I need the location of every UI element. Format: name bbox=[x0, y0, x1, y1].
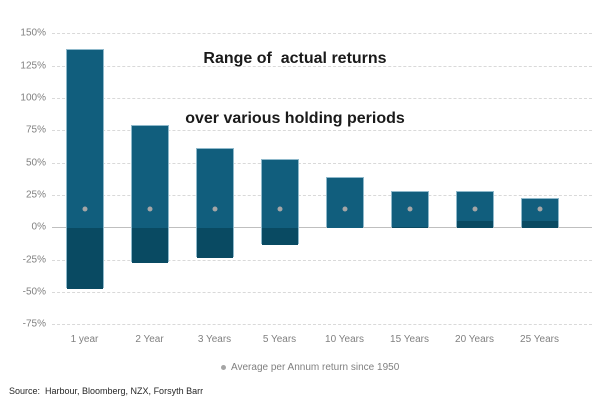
range-bar bbox=[130, 125, 169, 264]
min-return-segment bbox=[196, 228, 233, 259]
gridline bbox=[52, 162, 592, 164]
max-return-segment bbox=[456, 192, 493, 221]
x-axis-category-label: 1 year bbox=[70, 334, 99, 345]
x-axis-category-label: 25 Years bbox=[520, 334, 559, 345]
zero-axis-line bbox=[52, 227, 592, 229]
y-axis-tick-label: -75% bbox=[22, 318, 46, 330]
y-axis-tick-label: 0% bbox=[31, 221, 46, 233]
average-return-dot bbox=[472, 206, 477, 212]
x-axis-category-label: 2 Year bbox=[135, 334, 164, 345]
min-return-segment bbox=[456, 220, 493, 229]
average-return-dot bbox=[147, 206, 152, 212]
average-return-dot bbox=[212, 206, 217, 212]
min-return-segment bbox=[391, 226, 428, 229]
chart-title-line2: over various holding periods bbox=[185, 110, 405, 127]
y-axis-tick-label: 150% bbox=[20, 27, 46, 39]
average-return-dot bbox=[277, 206, 282, 212]
max-return-segment bbox=[326, 177, 363, 229]
max-return-segment bbox=[66, 49, 103, 229]
min-return-segment bbox=[131, 228, 168, 264]
x-axis-category-label: 10 Years bbox=[325, 334, 364, 345]
legend-marker-dot-icon bbox=[221, 365, 226, 370]
gridline bbox=[52, 324, 592, 326]
y-axis-tick-label: 75% bbox=[25, 124, 46, 136]
y-axis-tick-label: 25% bbox=[25, 189, 46, 201]
x-axis-category-label: 5 Years bbox=[262, 334, 297, 345]
max-return-segment bbox=[196, 149, 233, 229]
range-bar bbox=[455, 191, 494, 229]
y-axis-tick-label: 50% bbox=[25, 157, 46, 169]
range-bar bbox=[195, 148, 234, 259]
average-return-dot bbox=[82, 206, 87, 212]
min-return-segment bbox=[521, 220, 558, 229]
min-return-segment bbox=[66, 228, 103, 290]
min-return-segment bbox=[261, 228, 298, 246]
source-note: Source: Harbour, Bloomberg, NZX, Forsyth… bbox=[9, 386, 204, 396]
average-return-dot bbox=[342, 206, 347, 212]
range-bar bbox=[65, 48, 104, 290]
y-axis-tick-label: 100% bbox=[20, 92, 46, 104]
y-axis-tick-label: 125% bbox=[20, 60, 46, 72]
x-axis-category-label: 20 Years bbox=[455, 334, 494, 345]
x-axis-category-label: 15 Years bbox=[390, 334, 429, 345]
y-axis-tick-label: -50% bbox=[22, 286, 46, 298]
chart-title-line1: Range of actual returns bbox=[203, 50, 387, 67]
gridline bbox=[52, 259, 592, 261]
y-axis-tick-label: -25% bbox=[22, 254, 46, 266]
gridline bbox=[52, 194, 592, 196]
range-bar bbox=[520, 197, 559, 229]
range-bar bbox=[260, 158, 299, 246]
max-return-segment bbox=[261, 159, 298, 229]
average-return-dot bbox=[537, 206, 542, 212]
gridline bbox=[52, 65, 592, 67]
gridline bbox=[52, 97, 592, 99]
gridline bbox=[52, 33, 592, 35]
legend-label: Average per Annum return since 1950 bbox=[231, 362, 400, 373]
x-axis-category-label: 3 Years bbox=[197, 334, 232, 345]
gridline bbox=[52, 291, 592, 293]
range-bar bbox=[325, 176, 364, 229]
average-return-dot bbox=[407, 206, 412, 212]
gridline bbox=[52, 130, 592, 132]
chart-title: Range of actual returns over various hol… bbox=[0, 9, 590, 169]
legend: Average per Annum return since 1950 bbox=[221, 362, 399, 373]
